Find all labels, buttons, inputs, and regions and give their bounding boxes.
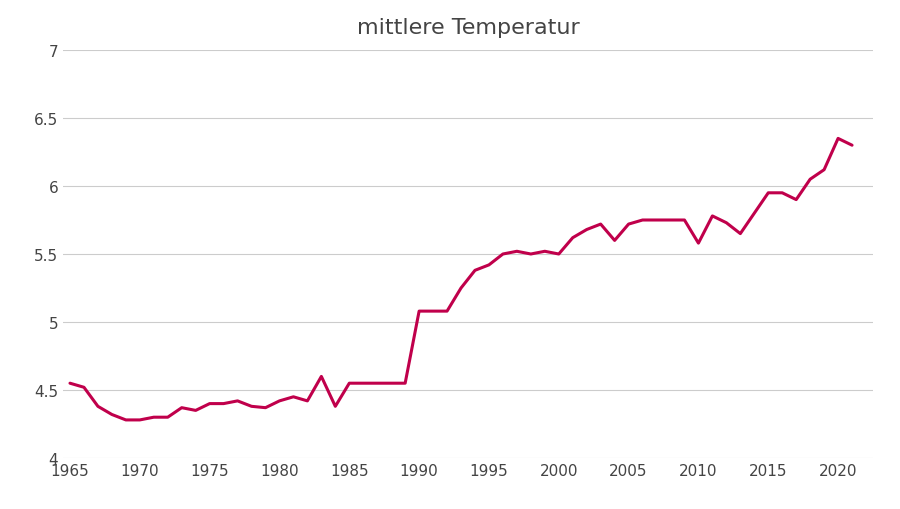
Title: mittlere Temperatur: mittlere Temperatur — [356, 18, 580, 38]
